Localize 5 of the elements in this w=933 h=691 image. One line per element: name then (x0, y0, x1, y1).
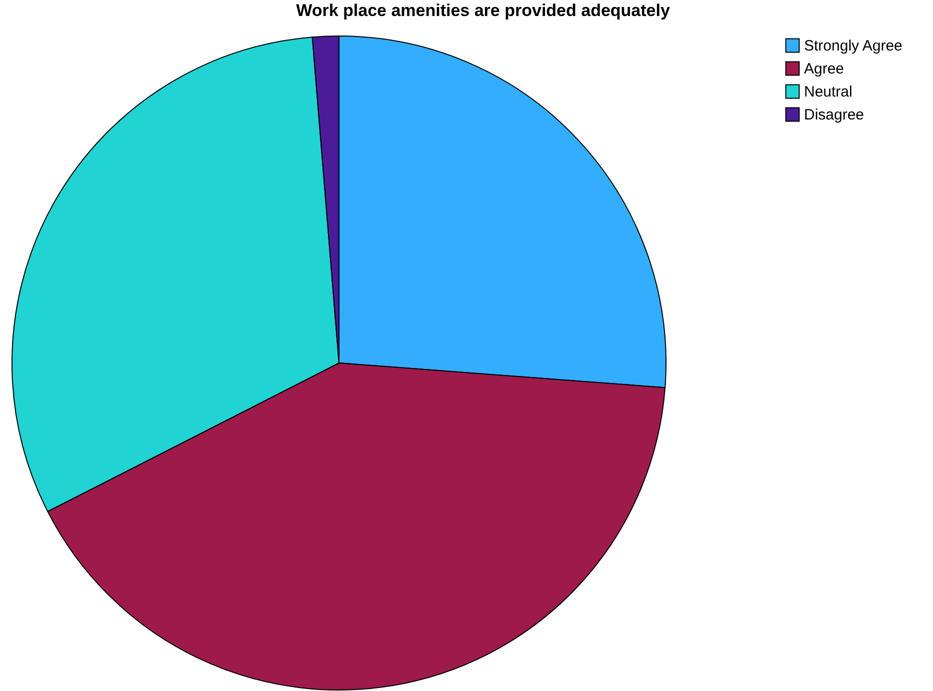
chart-title: Work place amenities are provided adequately (296, 1, 670, 20)
legend-label: Neutral (804, 84, 852, 100)
legend-label: Disagree (804, 106, 864, 124)
legend-label: Strongly Agree (804, 38, 902, 54)
legend-label: Agree (804, 60, 844, 78)
